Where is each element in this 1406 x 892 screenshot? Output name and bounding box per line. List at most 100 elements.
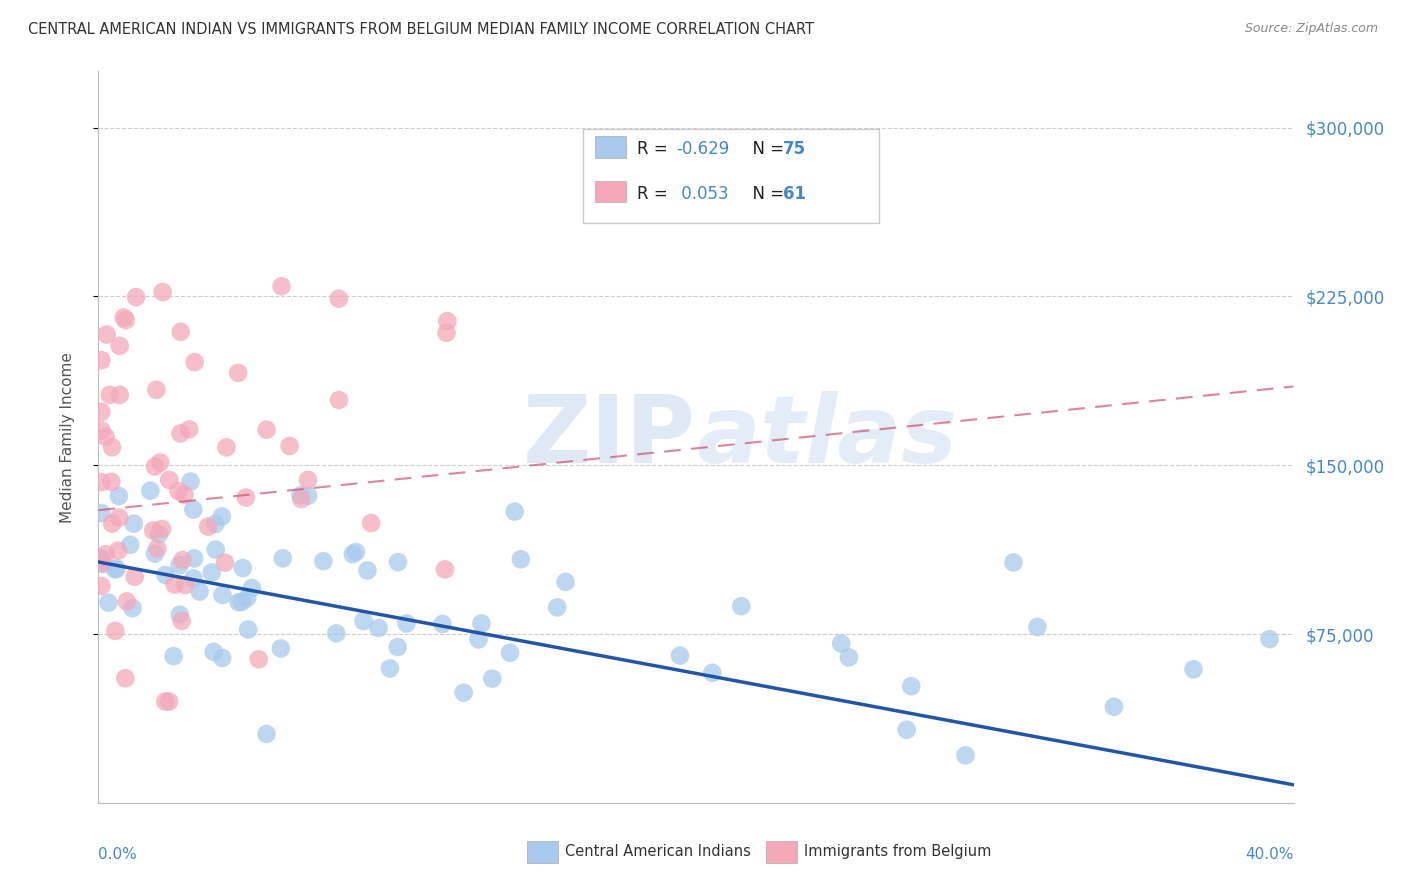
Point [467, 632, 489, 647]
Point [172, 553, 194, 567]
Point [270, 279, 292, 293]
Point [170, 325, 193, 339]
Point [1182, 662, 1205, 676]
Point [183, 571, 205, 585]
Point [143, 459, 166, 474]
Point [180, 475, 202, 489]
Point [108, 339, 131, 353]
Point [90, 475, 112, 490]
Text: Immigrants from Belgium: Immigrants from Belgium [804, 845, 991, 859]
Point [114, 313, 136, 327]
Point [436, 326, 458, 340]
Point [94, 547, 117, 561]
Point [830, 637, 852, 651]
Point [290, 488, 312, 502]
Point [157, 473, 180, 487]
Text: CENTRAL AMERICAN INDIAN VS IMMIGRANTS FROM BELGIUM MEDIAN FAMILY INCOME CORRELAT: CENTRAL AMERICAN INDIAN VS IMMIGRANTS FR… [28, 22, 814, 37]
Point [896, 723, 918, 737]
Text: R =: R = [637, 140, 673, 158]
Text: 0.0%: 0.0% [98, 847, 138, 862]
Point [328, 392, 350, 407]
Point [201, 566, 224, 580]
Point [470, 616, 492, 631]
Point [115, 594, 138, 608]
Point [367, 621, 389, 635]
Text: ZIP: ZIP [523, 391, 696, 483]
Point [145, 383, 167, 397]
Point [328, 292, 350, 306]
Point [90, 405, 112, 419]
Point [256, 727, 278, 741]
Point [157, 694, 180, 708]
Point [101, 440, 124, 454]
Text: R =: R = [637, 185, 673, 202]
Point [90, 506, 112, 520]
Point [97, 596, 120, 610]
Point [1002, 556, 1025, 570]
Point [240, 581, 263, 595]
Text: 61: 61 [783, 185, 806, 202]
Point [838, 650, 860, 665]
Point [360, 516, 382, 530]
Point [297, 489, 319, 503]
Point [108, 388, 131, 402]
Text: Source: ZipAtlas.com: Source: ZipAtlas.com [1244, 22, 1378, 36]
Text: N =: N = [742, 185, 790, 202]
Point [215, 441, 238, 455]
Point [90, 553, 112, 567]
Point [503, 504, 526, 518]
Point [232, 561, 254, 575]
Point [270, 641, 292, 656]
Point [122, 516, 145, 531]
Point [179, 422, 201, 436]
Point [167, 484, 190, 499]
Point [183, 502, 205, 516]
Point [155, 568, 177, 582]
Point [174, 578, 197, 592]
Point [152, 285, 174, 299]
Point [90, 556, 112, 570]
Point [104, 562, 127, 576]
Y-axis label: Median Family Income: Median Family Income [60, 351, 75, 523]
Point [353, 614, 375, 628]
Point [211, 651, 233, 665]
Point [235, 491, 257, 505]
Point [436, 314, 458, 328]
Point [149, 455, 172, 469]
Point [112, 310, 135, 325]
Point [169, 607, 191, 622]
Point [271, 551, 294, 566]
Point [387, 555, 409, 569]
Point [169, 426, 191, 441]
Point [107, 543, 129, 558]
Point [730, 599, 752, 614]
Point [90, 551, 112, 566]
Point [143, 547, 166, 561]
Point [90, 353, 112, 368]
Point [432, 617, 454, 632]
Point [290, 491, 312, 506]
Point [150, 522, 173, 536]
Point [202, 645, 225, 659]
Point [211, 509, 233, 524]
Text: 40.0%: 40.0% [1246, 847, 1294, 862]
Point [142, 524, 165, 538]
Point [197, 519, 219, 533]
Point [481, 672, 503, 686]
Point [139, 483, 162, 498]
Point [183, 355, 205, 369]
Point [155, 694, 177, 708]
Point [124, 570, 146, 584]
Point [499, 646, 522, 660]
Point [148, 527, 170, 541]
Point [114, 671, 136, 685]
Point [121, 601, 143, 615]
Text: 75: 75 [783, 140, 806, 158]
Point [433, 562, 456, 576]
Point [228, 595, 250, 609]
Point [453, 686, 475, 700]
Point [91, 557, 114, 571]
Point [1258, 632, 1281, 646]
Point [236, 591, 259, 605]
Text: N =: N = [742, 140, 790, 158]
